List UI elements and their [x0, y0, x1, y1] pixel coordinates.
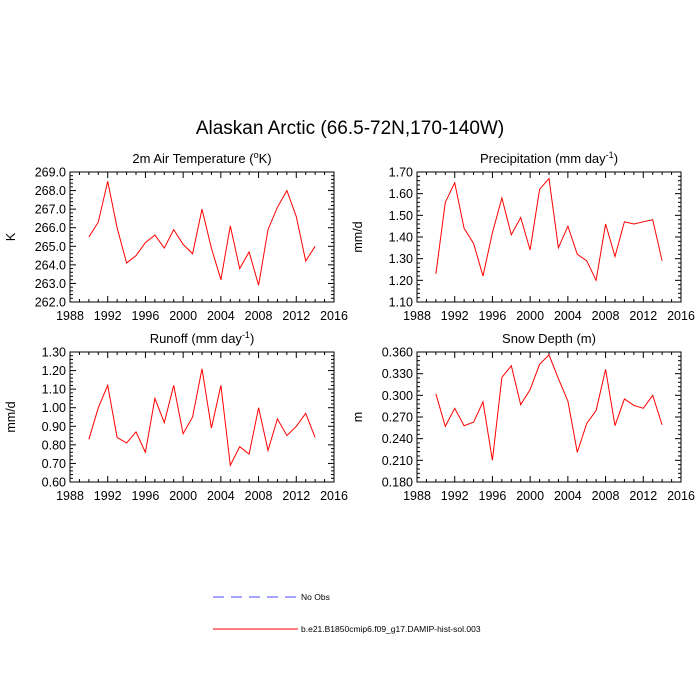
y-tick-label: 263.0 [35, 277, 66, 291]
y-tick-label: 0.360 [382, 346, 413, 360]
y-tick-label: 1.00 [42, 401, 66, 415]
y-tick-label: 0.330 [382, 367, 413, 381]
panel-title-end: ) [614, 151, 618, 166]
y-tick-label: 1.30 [389, 252, 413, 266]
x-tick-label: 1992 [94, 489, 122, 503]
x-tick-label: 1992 [94, 309, 122, 323]
x-tick-label: 2000 [169, 309, 197, 323]
panel-title-sup: -1 [606, 150, 614, 160]
series-line [88, 181, 316, 286]
y-tick-label: 0.180 [382, 476, 413, 490]
x-tick-label: 1988 [56, 309, 84, 323]
panel-title: 2m Air Temperature (oK) [132, 150, 271, 166]
panel-title: Runoff (mm day-1) [150, 330, 255, 346]
y-axis-label: m [351, 412, 365, 422]
panel-title-main: Runoff (mm day [150, 331, 243, 346]
x-tick-label: 2012 [629, 489, 657, 503]
x-tick-label: 2016 [320, 309, 348, 323]
panel-4: Snow Depth (m) m 1988 1992 1996 2000 2004 2008 2… [351, 331, 695, 503]
panel-title: Snow Depth (m) [502, 331, 596, 346]
panel-title-sup: -1 [242, 330, 250, 340]
y-axis-label: mm/d [4, 401, 18, 432]
x-tick-label: 1992 [441, 489, 469, 503]
x-tick-label: 1996 [132, 309, 160, 323]
y-tick-label: 0.70 [42, 457, 66, 471]
x-tick-label: 2012 [629, 309, 657, 323]
y-tick-label: 266.0 [35, 221, 66, 235]
y-axis-label: K [4, 232, 18, 241]
x-tick-label: 2000 [169, 489, 197, 503]
x-tick-label: 2004 [207, 309, 235, 323]
y-tick-label: 1.20 [42, 364, 66, 378]
x-tick-label: 1988 [403, 489, 431, 503]
y-tick-label: 1.70 [389, 166, 413, 180]
panel-title-end: ) [250, 331, 254, 346]
panel-1: 2m Air Temperature (oK) K 1988 1992 1996 2000… [4, 150, 348, 323]
panel-title-end: K) [259, 151, 272, 166]
y-tick-label: 0.210 [382, 454, 413, 468]
y-tick-label: 1.60 [389, 187, 413, 201]
x-tick-label: 2012 [282, 489, 310, 503]
y-tick-label: 0.60 [42, 476, 66, 490]
x-tick-label: 2000 [516, 309, 544, 323]
legend: No Obs b.e21.B1850cmip6.f09_g17.DAMIP-hi… [213, 592, 481, 634]
x-tick-label: 1996 [479, 489, 507, 503]
panel-title-sup: o [254, 150, 259, 160]
x-tick-label: 2004 [554, 489, 582, 503]
x-tick-label: 1996 [132, 489, 160, 503]
plot-frame [416, 351, 682, 483]
x-tick-label: 2004 [554, 309, 582, 323]
x-tick-label: 2016 [667, 309, 695, 323]
y-tick-label: 0.240 [382, 432, 413, 446]
panel-3: Runoff (mm day-1) mm/d 1988 1992 1996 2000 200… [4, 330, 348, 503]
x-tick-label: 1988 [403, 309, 431, 323]
figure-title: Alaskan Arctic (66.5-72N,170-140W) [196, 118, 504, 139]
y-tick-label: 0.300 [382, 389, 413, 403]
y-tick-label: 267.0 [35, 203, 66, 217]
y-tick-label: 1.30 [42, 346, 66, 360]
x-tick-label: 2008 [245, 489, 273, 503]
panel-title-main: Precipitation (mm day [480, 151, 606, 166]
y-tick-label: 265.0 [35, 240, 66, 254]
x-tick-label: 2000 [516, 489, 544, 503]
y-tick-label: 0.270 [382, 411, 413, 425]
x-tick-label: 2008 [245, 309, 273, 323]
panel-2: Precipitation (mm day-1) mm/d 1988 1992 1996… [351, 150, 695, 323]
x-tick-label: 2008 [592, 489, 620, 503]
panel-title: Precipitation (mm day-1) [480, 150, 618, 166]
panel-title-main: 2m Air Temperature ( [132, 151, 254, 166]
y-tick-label: 1.10 [389, 296, 413, 310]
x-tick-label: 1988 [56, 489, 84, 503]
series-line [435, 177, 663, 282]
x-tick-label: 2004 [207, 489, 235, 503]
y-tick-label: 1.50 [389, 209, 413, 223]
x-tick-label: 2016 [320, 489, 348, 503]
y-tick-label: 1.20 [389, 274, 413, 288]
y-tick-label: 264.0 [35, 258, 66, 272]
panel-title-main: Snow Depth (m) [502, 331, 596, 346]
legend-no-obs-label: No Obs [301, 592, 330, 602]
series-line [88, 368, 316, 468]
x-tick-label: 2016 [667, 489, 695, 503]
x-tick-label: 1996 [479, 309, 507, 323]
y-tick-label: 268.0 [35, 184, 66, 198]
panels: 2m Air Temperature (oK) K 1988 1992 1996 2000… [4, 150, 695, 503]
x-tick-label: 1992 [441, 309, 469, 323]
y-tick-label: 0.80 [42, 438, 66, 452]
legend-series-label: b.e21.B1850cmip6.f09_g17.DAMIP-hist-sol.… [301, 624, 481, 634]
y-tick-label: 1.10 [42, 383, 66, 397]
series-line [435, 354, 663, 461]
y-tick-label: 0.90 [42, 420, 66, 434]
y-tick-label: 1.40 [389, 231, 413, 245]
y-tick-label: 262.0 [35, 296, 66, 310]
x-tick-label: 2012 [282, 309, 310, 323]
y-tick-label: 269.0 [35, 166, 66, 180]
y-axis-label: mm/d [351, 221, 365, 252]
x-tick-label: 2008 [592, 309, 620, 323]
